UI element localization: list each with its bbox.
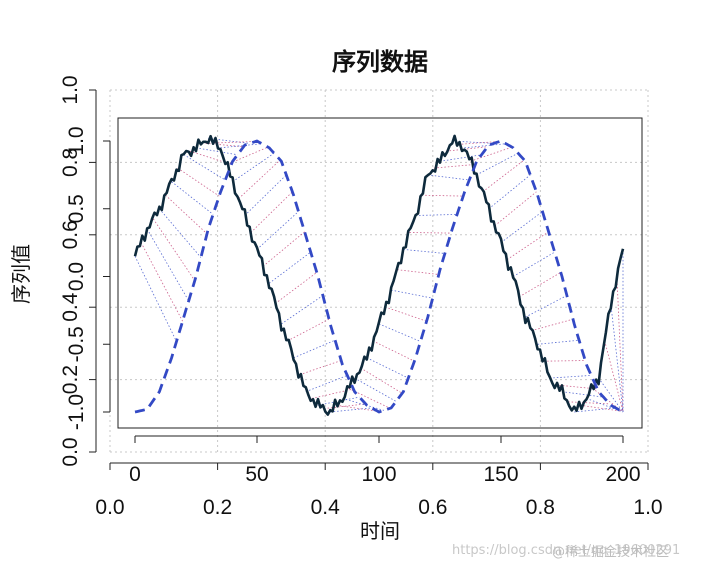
inner-y-tick-label: -0.5 [65,326,88,362]
inner-y-tick-label: -1.0 [65,394,88,430]
connector-line [421,194,464,197]
inner-x-tick-label: 100 [361,463,396,486]
inner-x-ticks: 0 50 100 150 200 [129,436,641,486]
connector-line [183,154,226,181]
connector-line [244,174,287,216]
outer-grid [109,89,649,453]
connector-line [531,318,574,332]
connector-line [140,242,183,322]
connector-line [476,152,519,176]
connector-line [152,218,196,281]
connector-line [299,360,342,376]
outer-y-tick-label: 0.6 [59,220,82,249]
connector-line [616,276,624,413]
connector-line [506,231,549,260]
connector-line [293,339,336,359]
connector-line [427,174,470,181]
connector-line [372,340,415,362]
connector-line [610,303,624,413]
connector-line [439,154,482,162]
connector-lines [134,137,624,413]
connector-line [537,339,580,345]
connector-line [525,295,568,318]
connector-line [378,323,421,342]
connector-line [488,174,531,210]
series-lines [133,134,625,416]
connector-line [470,146,513,162]
connector-line [482,159,525,193]
connector-line [220,143,262,149]
connector-line [342,398,385,411]
connector-line [305,375,348,393]
connector-line [433,164,476,169]
plot-frame [117,117,643,429]
connector-line [330,407,372,413]
connector-line [146,228,190,302]
outer-y-tick-label: 0.4 [59,292,82,322]
chart-title: 序列数据 [332,48,428,76]
connector-line [561,391,604,398]
connector-line [568,401,610,405]
connector-line [512,251,555,277]
connector-line [256,211,299,250]
connector-line [275,272,318,304]
connector-line [360,367,403,394]
connector-line [177,167,220,197]
connector-line [604,340,624,413]
connector-line [159,208,202,258]
outer-y-tick-label: 0.2 [59,365,82,394]
connector-line [262,231,305,267]
outer-y-tick-label: 0.0 [59,437,82,466]
connector-line [543,360,586,362]
connector-line [195,147,238,156]
inner-x-tick-label: 150 [483,463,518,486]
inner-x-tick-label: 50 [245,463,268,486]
outer-axes [95,90,648,464]
outer-x-tick-label: 0.8 [526,496,555,519]
inner-x-tick-label: 200 [605,463,640,486]
inner-y-tick-label: 0.0 [65,262,88,291]
connector-line [519,272,562,298]
connector-line [354,377,397,402]
outer-x-tick-label: 1.0 [633,496,662,519]
outer-x-ticks: 0.0 0.2 0.4 0.6 0.8 1.0 [95,463,663,519]
connector-line [287,318,330,342]
connector-line [214,141,256,144]
outer-y-ticks: 0.00.20.40.60.81.0 [59,75,96,467]
connector-line [403,249,445,254]
connector-line [415,214,458,216]
outer-y-tick-label: 0.8 [59,148,82,177]
connector-line [238,159,281,199]
watermark-site: @稀土掘金技术社区 [552,545,670,560]
connector-line [384,306,427,322]
connector-line [324,403,366,409]
inner-x-tick-label: 0 [129,463,141,486]
inner-y-tick-label: 1.0 [65,126,88,155]
watermark-blog-url: https://blog.csdn.net/qq_19600291 [452,543,681,558]
y-axis-label: 序列值 [9,244,33,304]
connector-line [549,375,592,379]
outer-x-tick-label: 0.6 [418,496,447,519]
inner-y-ticks: -1.0 -0.5 0.0 0.5 1.0 [65,126,110,430]
connector-line [366,357,409,379]
connector-line [494,191,537,227]
connector-line [281,295,324,325]
connector-line [171,181,214,215]
connector-line [250,191,293,233]
connector-line [232,152,275,183]
outer-x-tick-label: 0.4 [311,496,341,519]
connector-line [409,232,452,234]
inner-y-tick-label: 0.5 [65,194,88,223]
series-line-solid [133,134,625,416]
connector-line [391,289,433,299]
outer-x-tick-label: 0.0 [95,496,124,519]
x-axis-label: 时间 [360,519,400,543]
connector-line [500,211,543,243]
outer-x-tick-label: 0.2 [203,496,232,519]
series-line-dashed [134,139,624,414]
outer-y-tick-label: 1.0 [59,75,82,104]
connector-line [165,194,208,235]
connector-line [268,251,311,284]
